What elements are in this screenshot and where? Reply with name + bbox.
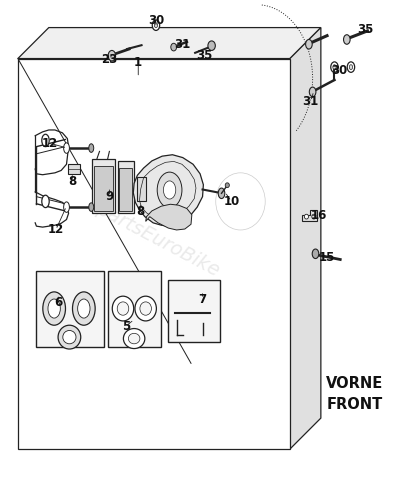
Ellipse shape — [157, 172, 182, 208]
Text: partsEuroBike: partsEuroBike — [93, 199, 223, 280]
Polygon shape — [18, 58, 290, 449]
Text: 23: 23 — [101, 53, 117, 66]
Ellipse shape — [349, 65, 353, 69]
Ellipse shape — [152, 20, 160, 31]
Ellipse shape — [304, 214, 308, 219]
Ellipse shape — [73, 292, 95, 325]
Bar — [108, 272, 161, 347]
Ellipse shape — [305, 39, 312, 49]
Bar — [117, 161, 134, 213]
Ellipse shape — [309, 87, 316, 97]
Ellipse shape — [171, 43, 177, 51]
Text: 10: 10 — [223, 195, 239, 208]
Bar — [68, 164, 80, 174]
Polygon shape — [302, 210, 317, 221]
Ellipse shape — [208, 41, 215, 50]
Ellipse shape — [347, 62, 355, 72]
Text: 7: 7 — [198, 293, 207, 306]
Text: 1: 1 — [134, 56, 142, 69]
Text: 30: 30 — [331, 64, 347, 77]
Ellipse shape — [63, 143, 69, 153]
Ellipse shape — [78, 299, 90, 318]
Bar — [37, 272, 105, 347]
Text: 31: 31 — [303, 95, 319, 108]
Text: 31: 31 — [174, 38, 190, 51]
Text: 8: 8 — [137, 205, 145, 218]
Ellipse shape — [331, 62, 338, 72]
Bar — [119, 168, 132, 211]
Text: 35: 35 — [196, 49, 213, 62]
Ellipse shape — [154, 23, 158, 28]
Text: 5: 5 — [122, 319, 130, 333]
Text: 35: 35 — [357, 23, 373, 35]
Ellipse shape — [48, 299, 60, 318]
Ellipse shape — [128, 333, 140, 344]
Bar — [137, 177, 146, 201]
Ellipse shape — [42, 134, 49, 147]
Text: 12: 12 — [42, 137, 58, 150]
Bar — [92, 159, 115, 213]
Ellipse shape — [135, 296, 156, 321]
Ellipse shape — [164, 181, 176, 199]
Ellipse shape — [89, 203, 94, 211]
Text: 8: 8 — [68, 175, 76, 188]
Ellipse shape — [42, 195, 49, 207]
Text: 30: 30 — [148, 14, 164, 27]
Ellipse shape — [63, 202, 69, 212]
Text: 9: 9 — [105, 190, 114, 203]
Bar — [94, 166, 113, 211]
Ellipse shape — [112, 296, 134, 321]
Ellipse shape — [225, 183, 229, 188]
Polygon shape — [18, 28, 321, 58]
Ellipse shape — [63, 331, 76, 344]
Ellipse shape — [140, 302, 151, 315]
Text: VORNE
FRONT: VORNE FRONT — [326, 376, 383, 412]
Ellipse shape — [123, 329, 145, 349]
Ellipse shape — [108, 50, 115, 61]
Ellipse shape — [312, 214, 316, 219]
Bar — [168, 280, 220, 342]
Text: 12: 12 — [48, 224, 64, 237]
Ellipse shape — [218, 188, 225, 198]
Text: 6: 6 — [54, 296, 62, 309]
Polygon shape — [133, 155, 203, 226]
Text: 16: 16 — [310, 209, 327, 222]
Ellipse shape — [333, 65, 336, 69]
Ellipse shape — [117, 302, 129, 315]
Polygon shape — [146, 204, 192, 230]
Ellipse shape — [344, 34, 350, 44]
Ellipse shape — [312, 249, 319, 259]
Polygon shape — [290, 28, 321, 449]
Ellipse shape — [58, 325, 81, 349]
Ellipse shape — [43, 292, 66, 325]
Ellipse shape — [89, 144, 94, 152]
Text: 15: 15 — [319, 251, 335, 264]
